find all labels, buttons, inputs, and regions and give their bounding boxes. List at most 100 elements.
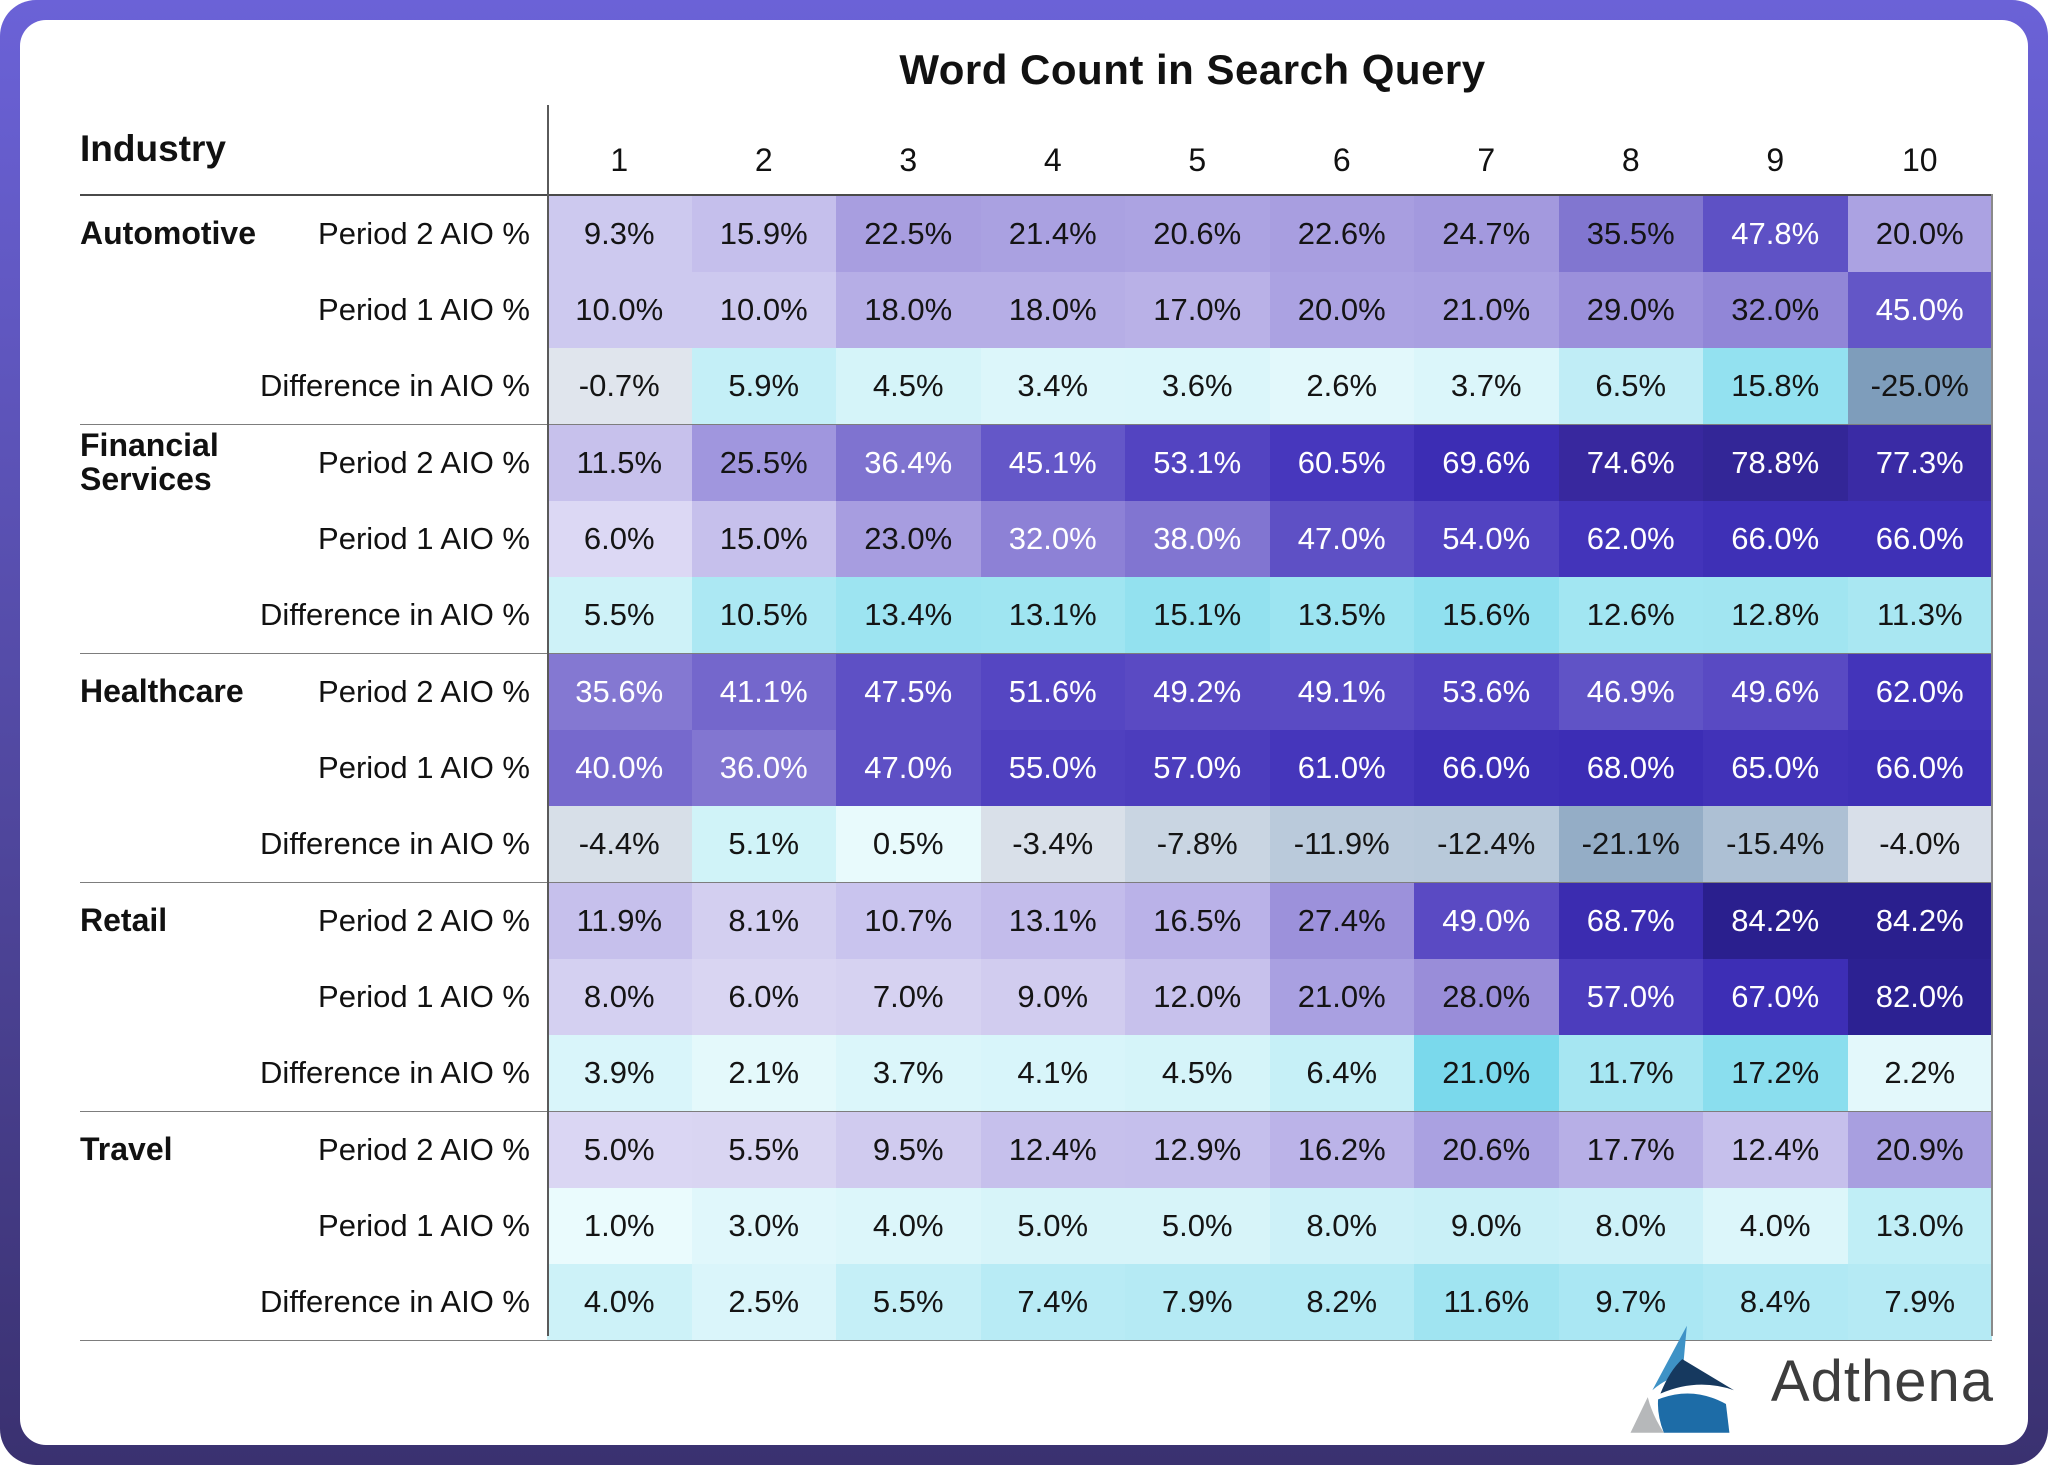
heatmap-cell: 12.0% [1125, 959, 1270, 1035]
heatmap-cell: 49.0% [1414, 883, 1559, 959]
table-row: Financial Services Period 2 AIO % 11.5% 25.… [80, 425, 1992, 501]
heatmap-cell: 78.8% [1703, 425, 1848, 501]
table-row: Period 1 AIO % 40.0% 36.0% 47.0% 55.0% 57.0% 6… [80, 730, 1992, 806]
heatmap-cell: -21.1% [1558, 806, 1703, 882]
report-card: Word Count in Search Query Industry 1 2 3 4… [20, 20, 2028, 1445]
heatmap-cell: 68.0% [1558, 730, 1703, 806]
heatmap-cell: 22.5% [836, 196, 981, 272]
heatmap-cell: 53.1% [1125, 425, 1270, 501]
table-row: Retail Period 2 AIO % 11.9% 8.1% 10.7% 13.1% 1… [80, 883, 1992, 959]
heatmap-cell: 57.0% [1558, 959, 1703, 1035]
heatmap-cell: 25.5% [691, 425, 836, 501]
heatmap-cell: 2.6% [1269, 348, 1414, 424]
heatmap-cell: 21.0% [1414, 272, 1559, 348]
industry-block: Automotive Period 2 AIO % 9.3% 15.9% 22.5% 21… [80, 196, 1992, 425]
industry-label: Automotive [80, 215, 256, 252]
heatmap-cell: 1.0% [547, 1188, 692, 1264]
heatmap-cell: 18.0% [836, 272, 981, 348]
heatmap-cell: 13.4% [836, 577, 981, 653]
row-type-label: Period 2 AIO % [318, 1132, 530, 1167]
heatmap-cell: 66.0% [1414, 730, 1559, 806]
heatmap-cell: 12.9% [1125, 1112, 1270, 1188]
heatmap-cell: 62.0% [1847, 654, 1992, 730]
heatmap-cell: 2.1% [691, 1035, 836, 1111]
heatmap-cell: 8.1% [691, 883, 836, 959]
heatmap-cell: 12.4% [1703, 1112, 1848, 1188]
table-row: Period 1 AIO % 6.0% 15.0% 23.0% 32.0% 38.0% 47… [80, 501, 1992, 577]
heatmap-cell: 2.5% [691, 1264, 836, 1340]
heatmap-table: 1 2 3 4 5 6 7 8 9 10 Automotive Period 2 AIO % 9.3%… [64, 100, 1993, 1341]
column-header: 7 [1477, 141, 1496, 178]
heatmap-cell: 67.0% [1703, 959, 1848, 1035]
heatmap-cell: 5.0% [980, 1188, 1125, 1264]
heatmap-cell: 2.2% [1847, 1035, 1992, 1111]
heatmap-cell: -12.4% [1414, 806, 1559, 882]
heatmap-cell: 8.0% [1558, 1188, 1703, 1264]
heatmap-cell: 21.0% [1414, 1035, 1559, 1111]
heatmap-cell: 6.0% [691, 959, 836, 1035]
heatmap-cell: 54.0% [1414, 501, 1559, 577]
heatmap-cell: 4.0% [836, 1188, 981, 1264]
adthena-logo-text: Adthena [1770, 1348, 1994, 1414]
table-row: Healthcare Period 2 AIO % 35.6% 41.1% 47.5% 5… [80, 654, 1992, 730]
heatmap-cell: -7.8% [1125, 806, 1270, 882]
row-type-label: Period 2 AIO % [318, 674, 530, 709]
heatmap-cell: 4.5% [1125, 1035, 1270, 1111]
heatmap-cell: -4.4% [547, 806, 692, 882]
column-header: 4 [1043, 141, 1062, 178]
heatmap-cell: 66.0% [1847, 730, 1992, 806]
heatmap-cell: 7.9% [1847, 1264, 1992, 1340]
heatmap-cell: 15.8% [1703, 348, 1848, 424]
heatmap-cell: 12.6% [1558, 577, 1703, 653]
heatmap-cell: 8.0% [1269, 1188, 1414, 1264]
heatmap-cell: 10.5% [691, 577, 836, 653]
row-type-label: Period 1 AIO % [318, 1208, 530, 1243]
row-type-label: Period 1 AIO % [318, 521, 530, 556]
heatmap-cell: 21.4% [980, 196, 1125, 272]
heatmap-cell: 17.0% [1125, 272, 1270, 348]
heatmap-cell: 3.4% [980, 348, 1125, 424]
heatmap-cell: 40.0% [547, 730, 692, 806]
heatmap-cell: 9.5% [836, 1112, 981, 1188]
heatmap-cell: 15.9% [691, 196, 836, 272]
heatmap-cell: 20.0% [1269, 272, 1414, 348]
heatmap-cell: 18.0% [980, 272, 1125, 348]
heatmap-cell: 49.6% [1703, 654, 1848, 730]
heatmap-cell: 15.1% [1125, 577, 1270, 653]
heatmap-cell: 10.0% [691, 272, 836, 348]
industry-label [80, 730, 265, 806]
heatmap-cell: 3.0% [691, 1188, 836, 1264]
heatmap-cell: 6.5% [1558, 348, 1703, 424]
heatmap-cell: 77.3% [1847, 425, 1992, 501]
heatmap-cell: 69.6% [1414, 425, 1559, 501]
industry-label [80, 1035, 265, 1111]
industry-label [80, 806, 265, 882]
heatmap-cell: 36.0% [691, 730, 836, 806]
heatmap-cell: 13.1% [980, 883, 1125, 959]
heatmap-cell: 68.7% [1558, 883, 1703, 959]
heatmap-cell: 12.4% [980, 1112, 1125, 1188]
heatmap-cell: 5.5% [547, 577, 692, 653]
heatmap-cell: 4.5% [836, 348, 981, 424]
heatmap-cell: 7.9% [1125, 1264, 1270, 1340]
row-type-label: Difference in AIO % [260, 1055, 530, 1090]
column-header: 10 [1901, 141, 1938, 178]
heatmap-cell: 32.0% [1703, 272, 1848, 348]
table-row: Difference in AIO % 4.0% 2.5% 5.5% 7.4% 7.9% 8… [80, 1264, 1992, 1340]
row-type-label: Difference in AIO % [260, 1284, 530, 1319]
heatmap-cell: -0.7% [547, 348, 692, 424]
industry-label [80, 1264, 265, 1340]
heatmap-cell: 60.5% [1269, 425, 1414, 501]
heatmap-cell: 20.6% [1125, 196, 1270, 272]
heatmap-cell: 11.9% [547, 883, 692, 959]
heatmap-cell: 12.8% [1703, 577, 1848, 653]
heatmap-cell: -3.4% [980, 806, 1125, 882]
row-type-label: Period 2 AIO % [318, 903, 530, 938]
row-type-label: Period 1 AIO % [318, 750, 530, 785]
heatmap-cell: 16.5% [1125, 883, 1270, 959]
heatmap-cell: 22.6% [1269, 196, 1414, 272]
heatmap-cell: 9.3% [547, 196, 692, 272]
heatmap-cell: 7.0% [836, 959, 981, 1035]
industry-block: Financial Services Period 2 AIO % 11.5% 25.… [80, 425, 1992, 654]
heatmap-cell: 24.7% [1414, 196, 1559, 272]
